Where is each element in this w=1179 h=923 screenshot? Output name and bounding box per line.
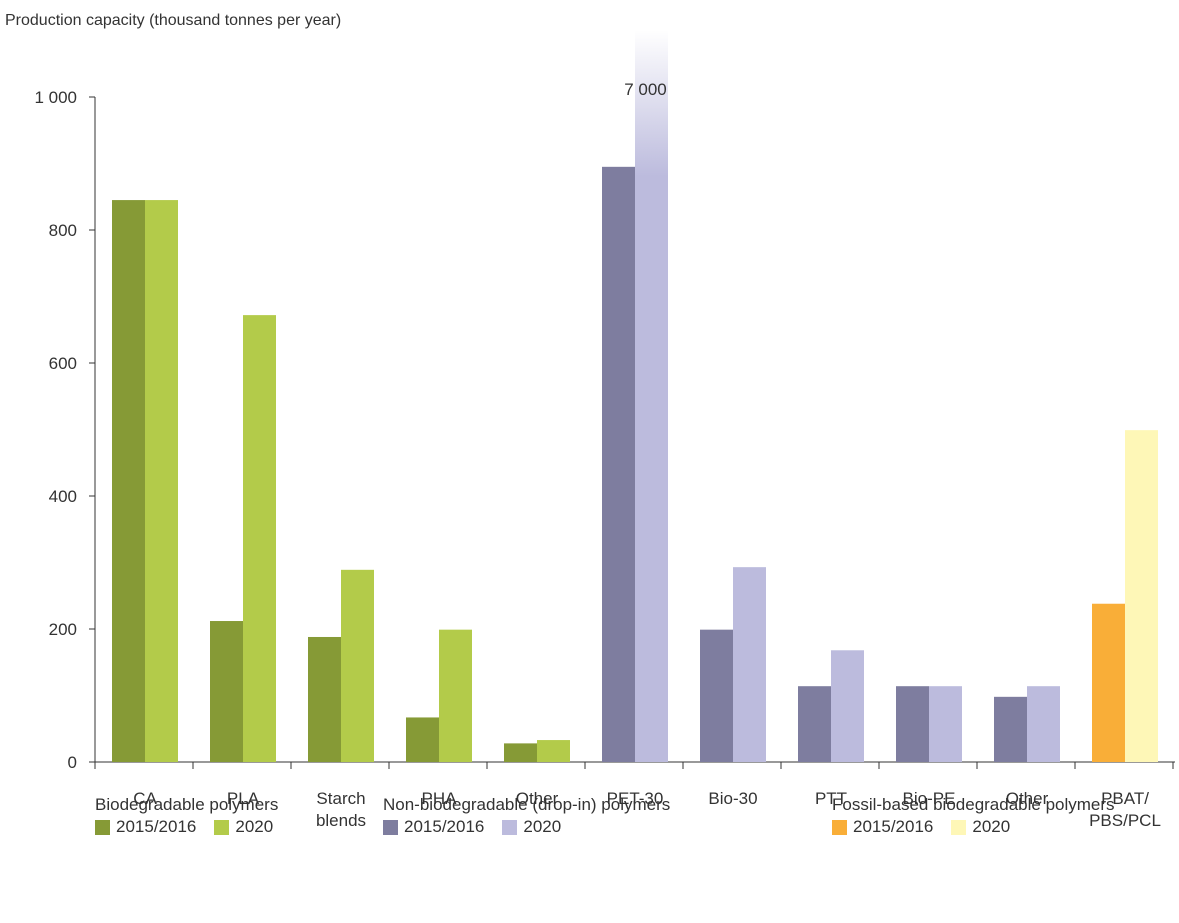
bar-2020 (929, 686, 962, 762)
legend-title: Biodegradable polymers (95, 795, 279, 814)
bar-2015-2016 (700, 629, 733, 762)
y-tick-label: 1 000 (34, 88, 77, 107)
legend-swatch (214, 819, 230, 835)
legend-swatch (951, 819, 967, 835)
legend-title: Fossil-based biodegradable polymers (832, 795, 1115, 814)
legend-label: 2015/2016 (116, 817, 197, 836)
legend-swatch (383, 819, 398, 835)
x-tick-label: PLA (227, 789, 260, 808)
annotations: 7 000 (624, 80, 667, 99)
bar-2020 (1027, 686, 1060, 762)
y-tick-label: 200 (49, 620, 77, 639)
y-tick-label: 400 (49, 487, 77, 506)
legend-swatch (832, 819, 847, 835)
x-tick-label: blends (316, 811, 366, 830)
bar-value-annotation: 7 000 (624, 80, 667, 99)
x-tick-labels: CA PLA Starch blends PHA Other PET-30 Bio-30 PTT… (133, 789, 1161, 830)
x-tick-label: PHA (422, 789, 458, 808)
legend-label: 2015/2016 (404, 817, 485, 836)
x-tick-label: Other (516, 789, 559, 808)
x-tick-label: CA (133, 789, 157, 808)
bar-2015-2016 (112, 200, 145, 762)
bar-2020 (243, 315, 276, 762)
bar-2020 (145, 200, 178, 762)
legend-fossil-based: Fossil-based biodegradable polymers 2015… (832, 795, 1115, 837)
legend-label: 2020 (523, 817, 562, 836)
bar-2020 (733, 567, 766, 762)
y-tick-label: 600 (49, 354, 77, 373)
bar-2020 (537, 740, 570, 762)
bars (112, 30, 1158, 762)
bar-2015-2016 (406, 717, 439, 762)
legend-label: 2020 (972, 817, 1011, 836)
bar-2015-2016 (1092, 603, 1125, 762)
bar-2020 (831, 650, 864, 762)
bar-2020 (1125, 430, 1158, 762)
bar-2020 (439, 629, 472, 762)
legend-label: 2020 (235, 817, 274, 836)
x-tick-label: Starch (316, 789, 365, 808)
legend-non-biodegradable: Non-biodegradable (drop-in) polymers 201… (383, 795, 670, 837)
legend-swatch (502, 819, 518, 835)
x-tick-label: PTT (815, 789, 847, 808)
x-tick-label: PBS/PCL (1089, 811, 1161, 830)
x-tick-label: Bio-30 (708, 789, 757, 808)
x-tick-label: PBAT/ (1101, 789, 1149, 808)
x-tick-label: PET-30 (607, 789, 664, 808)
bar-2020 (635, 30, 668, 762)
bar-2015-2016 (210, 621, 243, 762)
bar-2015-2016 (798, 686, 831, 762)
y-axis: 0 200 400 600 800 1 000 (34, 88, 96, 772)
bar-2015-2016 (896, 686, 929, 762)
x-tick-label: Bio-PE (903, 789, 956, 808)
bar-2015-2016 (308, 636, 341, 762)
bar-2020 (341, 569, 374, 762)
y-tick-label: 0 (68, 753, 77, 772)
legend-title: Non-biodegradable (drop-in) polymers (383, 795, 671, 814)
x-axis (94, 761, 1175, 769)
y-axis-title: Production capacity (thousand tonnes per… (5, 12, 341, 29)
y-tick-label: 800 (49, 221, 77, 240)
bar-2015-2016 (504, 743, 537, 762)
legend-biodegradable: Biodegradable polymers 2015/2016 2020 (95, 795, 285, 837)
bar-2015-2016 (602, 166, 635, 762)
bar-2015-2016 (994, 696, 1027, 762)
legend-swatch (95, 819, 110, 835)
x-tick-label: Other (1006, 789, 1049, 808)
legend-label: 2015/2016 (853, 817, 934, 836)
